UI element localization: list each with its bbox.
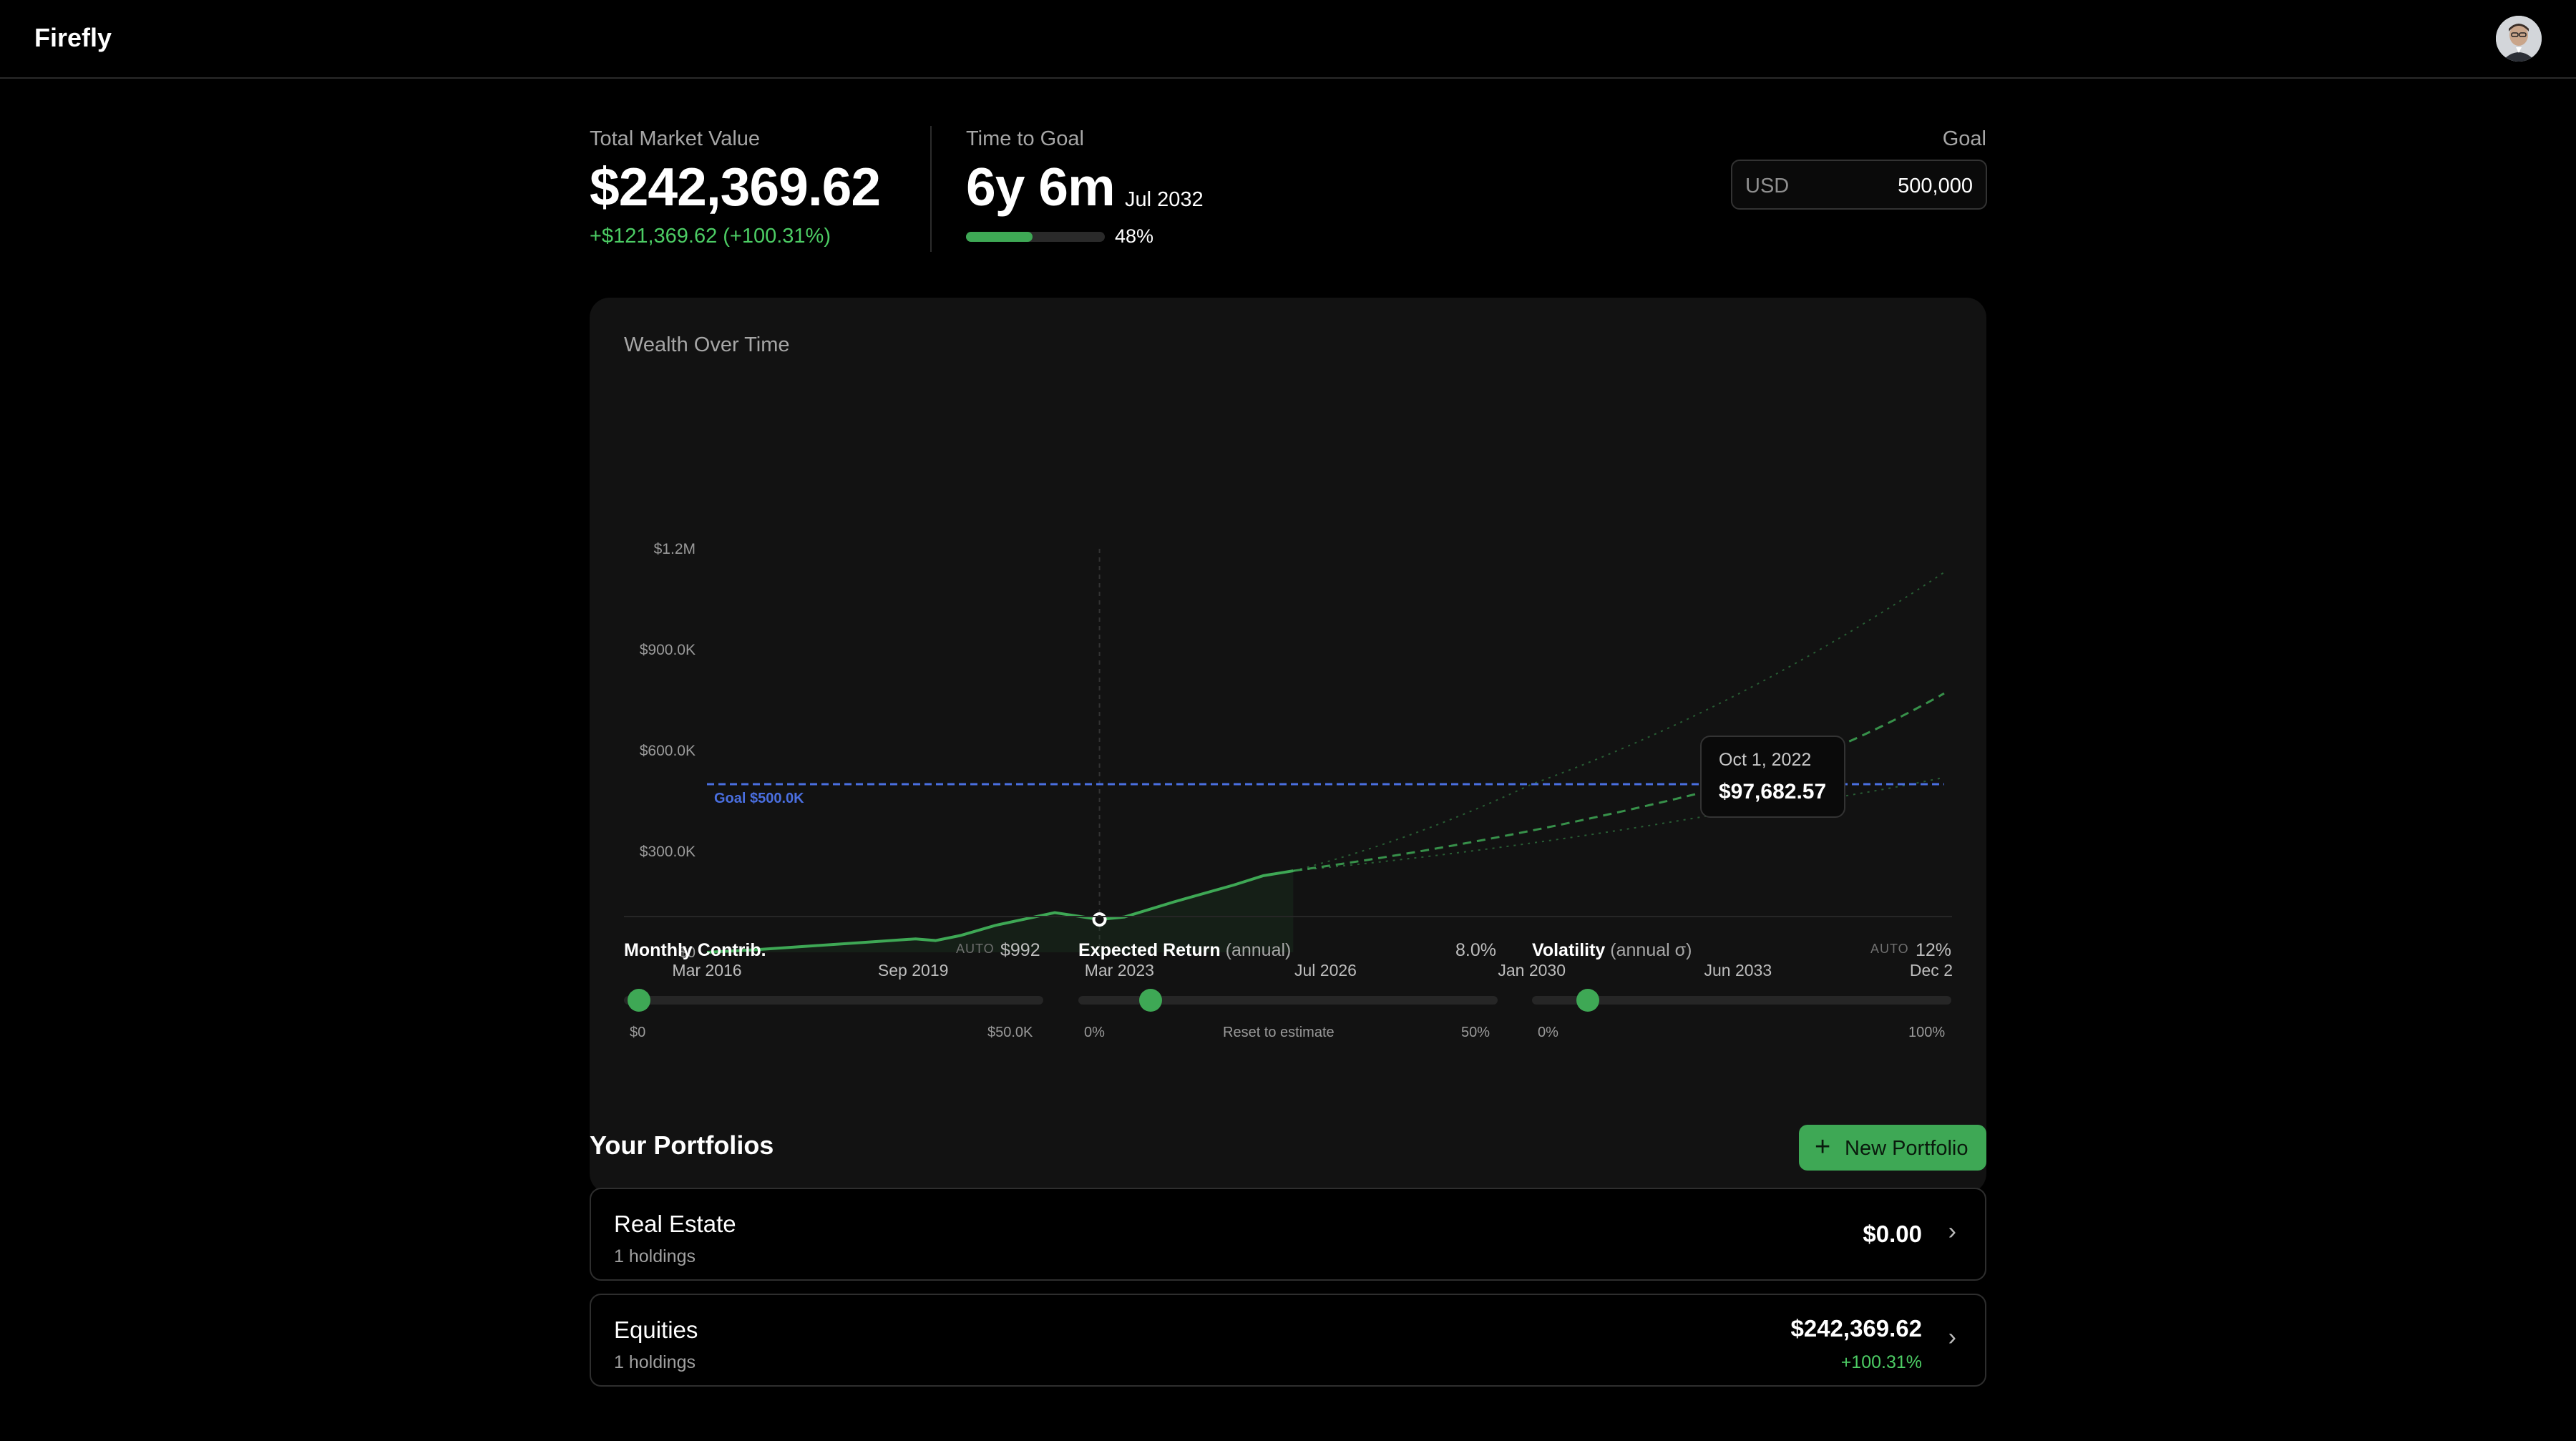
- x-tick-label: Dec 2: [1910, 961, 1953, 980]
- contrib-max: $50.0K: [987, 1025, 1033, 1040]
- y-tick-label: $300.0K: [640, 844, 696, 860]
- volatility-label-sub: (annual σ): [1610, 940, 1692, 960]
- return-max: 50%: [1461, 1025, 1491, 1040]
- volatility-slider-thumb[interactable]: [1576, 989, 1599, 1012]
- new-portfolio-button[interactable]: + New Portfolio: [1799, 1125, 1986, 1171]
- contrib-label: Monthly Contrib.: [624, 940, 766, 960]
- wealth-chart[interactable]: $0 $300.0K $600.0K $900.0K $1.2M Mar 2016 Sep …: [590, 298, 1986, 1193]
- volatility-slider-track[interactable]: [1532, 996, 1951, 1005]
- goal-progress-bar: [966, 232, 1105, 242]
- chevron-right-icon: ›: [1948, 1218, 1956, 1245]
- tooltip-date: Oct 1, 2022: [1719, 750, 1812, 770]
- portfolio-value: $242,369.62: [1790, 1315, 1922, 1342]
- plus-icon: +: [1815, 1132, 1831, 1162]
- goal-amount[interactable]: 500,000: [1898, 175, 1973, 197]
- app-logo[interactable]: Firefly: [34, 23, 112, 52]
- avatar[interactable]: [2496, 16, 2542, 62]
- series-line-dotted: [1293, 776, 1945, 872]
- y-tick-label: $600.0K: [640, 743, 696, 759]
- portfolio-name: Real Estate: [614, 1211, 736, 1237]
- contrib-auto-badge: AUTO: [956, 942, 995, 957]
- x-tick-label: Jul 2026: [1294, 961, 1357, 980]
- portfolio-holdings: 1 holdings: [614, 1246, 696, 1266]
- y-tick-label: $1.2M: [654, 541, 696, 557]
- user-avatar-icon: [2496, 16, 2542, 62]
- return-label-text: Expected Return: [1078, 940, 1221, 960]
- volatility-min: 0%: [1538, 1025, 1558, 1040]
- y-tick-label: $0: [679, 944, 696, 961]
- goal-line-label: Goal $500.0K: [714, 791, 804, 806]
- return-slider-track[interactable]: [1078, 996, 1498, 1005]
- return-label: Expected Return (annual): [1078, 940, 1291, 961]
- x-tick-label: Jan 2030: [1498, 961, 1566, 980]
- x-tick-label: Mar 2023: [1085, 961, 1154, 980]
- portfolio-name: Equities: [614, 1317, 698, 1343]
- portfolio-change: +100.31%: [1840, 1352, 1922, 1372]
- portfolio-card-real-estate[interactable]: Real Estate 1 holdings $0.00 ›: [590, 1188, 1986, 1281]
- volatility-label: Volatility (annual σ): [1532, 940, 1692, 961]
- return-value: 8.0%: [1455, 940, 1496, 960]
- chart-title: Wealth Over Time: [624, 333, 790, 356]
- auto-badge: AUTO: [956, 942, 995, 956]
- portfolio-value: $0.00: [1863, 1221, 1922, 1247]
- x-tick-label: Jun 2033: [1704, 961, 1772, 980]
- summary-divider: [930, 126, 932, 252]
- return-label-sub: (annual): [1225, 940, 1292, 960]
- volatility-max: 100%: [1908, 1025, 1946, 1040]
- volatility-value: 12%: [1916, 940, 1952, 960]
- series-line-solid: [706, 869, 1294, 954]
- auto-badge: AUTO: [1870, 942, 1909, 956]
- goal-progress-label: 48%: [1115, 225, 1154, 247]
- series-line-dotted: [1293, 572, 1945, 872]
- goal-label: Goal: [1942, 127, 1986, 150]
- contrib-slider-track[interactable]: [624, 996, 1043, 1005]
- chevron-right-icon: ›: [1948, 1324, 1956, 1351]
- return-slider-thumb[interactable]: [1138, 989, 1162, 1012]
- portfolio-holdings: 1 holdings: [614, 1352, 696, 1372]
- volatility-auto-badge: AUTO: [1870, 942, 1909, 957]
- x-tick-label: Sep 2019: [878, 961, 948, 980]
- reset-to-estimate-link[interactable]: Reset to estimate: [1223, 1025, 1335, 1040]
- chart-tooltip: Oct 1, 2022 $97,682.57: [1700, 736, 1845, 818]
- contrib-slider-thumb[interactable]: [628, 989, 651, 1012]
- goal-input[interactable]: USD 500,000: [1731, 160, 1987, 210]
- time-to-goal-label: Time to Goal: [966, 127, 1084, 150]
- goal-currency: USD: [1745, 175, 1790, 197]
- series-line-dashed: [1293, 692, 1945, 872]
- portfolios-title: Your Portfolios: [590, 1130, 774, 1160]
- y-tick-label: $900.0K: [640, 642, 696, 658]
- return-min: 0%: [1084, 1025, 1105, 1040]
- x-tick-label: Mar 2016: [672, 961, 741, 980]
- tooltip-value: $97,682.57: [1719, 780, 1827, 803]
- goal-progress-fill: [966, 232, 1033, 242]
- portfolio-card-equities[interactable]: Equities 1 holdings $242,369.62 +100.31%…: [590, 1294, 1986, 1387]
- contrib-min: $0: [630, 1025, 646, 1040]
- total-value-label: Total Market Value: [590, 127, 761, 150]
- sliders-divider: [624, 916, 1952, 917]
- new-portfolio-label: New Portfolio: [1845, 1137, 1968, 1160]
- goal-date: Jul 2032: [1125, 188, 1204, 211]
- history-area: [707, 871, 1294, 952]
- volatility-label-text: Volatility: [1532, 940, 1606, 960]
- time-to-goal-value: 6y 6m: [966, 157, 1116, 217]
- contrib-value: $992: [1000, 940, 1040, 960]
- total-change: +$121,369.62 (+100.31%): [590, 225, 831, 248]
- total-value: $242,369.62: [590, 157, 881, 217]
- top-bar: Firefly: [0, 0, 2576, 79]
